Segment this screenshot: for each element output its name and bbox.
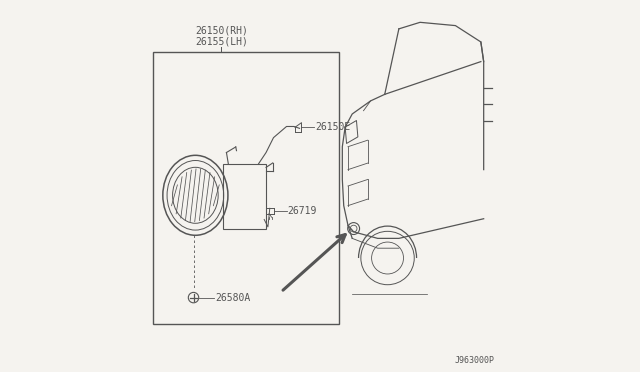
Text: 26719: 26719 [287,206,317,215]
Text: 26150E: 26150E [316,122,351,132]
Text: 26155(LH): 26155(LH) [195,36,248,46]
Bar [223,164,266,229]
Text: J963000P: J963000P [455,356,495,365]
Bar [152,52,339,324]
Text: 26580A: 26580A [215,293,250,302]
Text: 26150(RH): 26150(RH) [195,25,248,35]
